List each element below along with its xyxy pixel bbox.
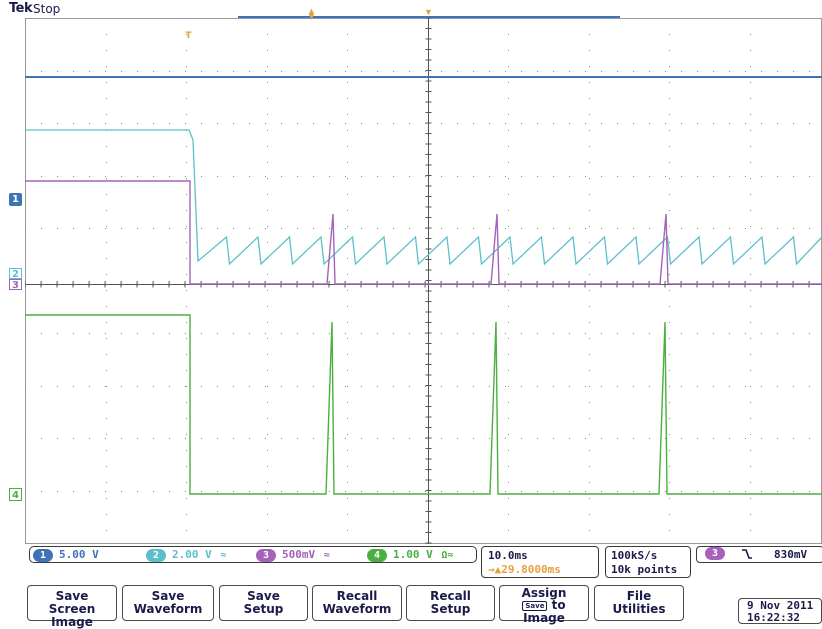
trigger-readout[interactable]: 3 830mV bbox=[696, 546, 822, 563]
waveform-display[interactable] bbox=[24, 17, 822, 544]
recall-setup-button[interactable]: Recall Setup bbox=[406, 585, 495, 621]
ch2-ground-marker[interactable]: 2 bbox=[9, 268, 22, 280]
falling-edge-icon bbox=[741, 548, 753, 563]
ch4-readout[interactable]: 4 1.00 V Ω≈ bbox=[367, 548, 454, 562]
channel-readouts: 1 5.00 V 2 2.00 V ≈ 3 500mV ≈ 4 1.00 V Ω≈ bbox=[29, 546, 477, 563]
recall-waveform-button[interactable]: Recall Waveform bbox=[312, 585, 402, 621]
date-time-readout: 9 Nov 2011 16:22:32 bbox=[738, 598, 822, 624]
ch1-ground-marker[interactable]: 1 bbox=[9, 193, 22, 206]
ch3-scale: 500mV bbox=[282, 548, 316, 561]
ch2-trace bbox=[25, 129, 822, 266]
ch1-badge: 1 bbox=[33, 548, 53, 562]
brand-logo: Tek bbox=[9, 1, 33, 16]
ch3-ground-marker[interactable]: 3 bbox=[9, 279, 22, 291]
ch3-badge: 3 bbox=[256, 548, 276, 562]
trigger-position-marker[interactable]: T bbox=[185, 31, 192, 41]
acquisition-status: Stop bbox=[33, 2, 61, 16]
ch4-scale: 1.00 V bbox=[393, 548, 433, 561]
assign-save-button[interactable]: Assign Save to Image bbox=[499, 585, 589, 624]
graticule bbox=[24, 17, 822, 544]
status-bar: Tek Stop ⧫ ▼ bbox=[0, 0, 822, 20]
graticule-frame bbox=[25, 18, 822, 544]
save-key-icon: Save bbox=[522, 600, 548, 611]
time: 16:22:32 bbox=[747, 611, 800, 624]
expansion-point-icon: ▼ bbox=[424, 7, 433, 17]
ohm-icon: Ω≈ bbox=[441, 550, 454, 561]
record-position-bar[interactable] bbox=[238, 16, 620, 18]
ch4-ground-marker[interactable]: 4 bbox=[9, 488, 22, 501]
file-utilities-button[interactable]: File Utilities bbox=[594, 585, 684, 621]
save-waveform-button[interactable]: Save Waveform bbox=[122, 585, 214, 621]
acquisition-readout[interactable]: 100kS/s 10k points bbox=[605, 546, 691, 578]
ch1-scale: 5.00 V bbox=[59, 548, 99, 561]
save-screen-image-button[interactable]: Save Screen Image bbox=[27, 585, 117, 629]
trigger-level: 830mV bbox=[774, 548, 808, 561]
trigger-delay: →▲29.8000ms bbox=[488, 563, 561, 576]
ch3-readout[interactable]: 3 500mV ≈ bbox=[256, 548, 330, 562]
ch3-trace bbox=[25, 180, 822, 285]
sample-rate: 100kS/s bbox=[611, 549, 658, 562]
ch4-badge: 4 bbox=[367, 548, 387, 562]
date: 9 Nov 2011 bbox=[747, 599, 814, 612]
record-length: 10k points bbox=[611, 563, 678, 576]
trigger-source-badge: 3 bbox=[705, 547, 725, 560]
bandwidth-limit-icon: ≈ bbox=[220, 550, 227, 561]
ch4-trace bbox=[25, 314, 822, 495]
save-setup-button[interactable]: Save Setup bbox=[219, 585, 308, 621]
timebase-scale: 10.0ms bbox=[488, 549, 528, 562]
ch2-scale: 2.00 V bbox=[172, 548, 212, 561]
bandwidth-limit-icon: ≈ bbox=[323, 550, 330, 561]
ch2-badge: 2 bbox=[146, 548, 166, 562]
timebase-readout[interactable]: 10.0ms →▲29.8000ms bbox=[481, 546, 599, 578]
trigger-position-icon: ⧫ bbox=[309, 9, 314, 20]
ch2-readout[interactable]: 2 2.00 V ≈ bbox=[146, 548, 227, 562]
ch1-readout[interactable]: 1 5.00 V bbox=[33, 548, 99, 562]
